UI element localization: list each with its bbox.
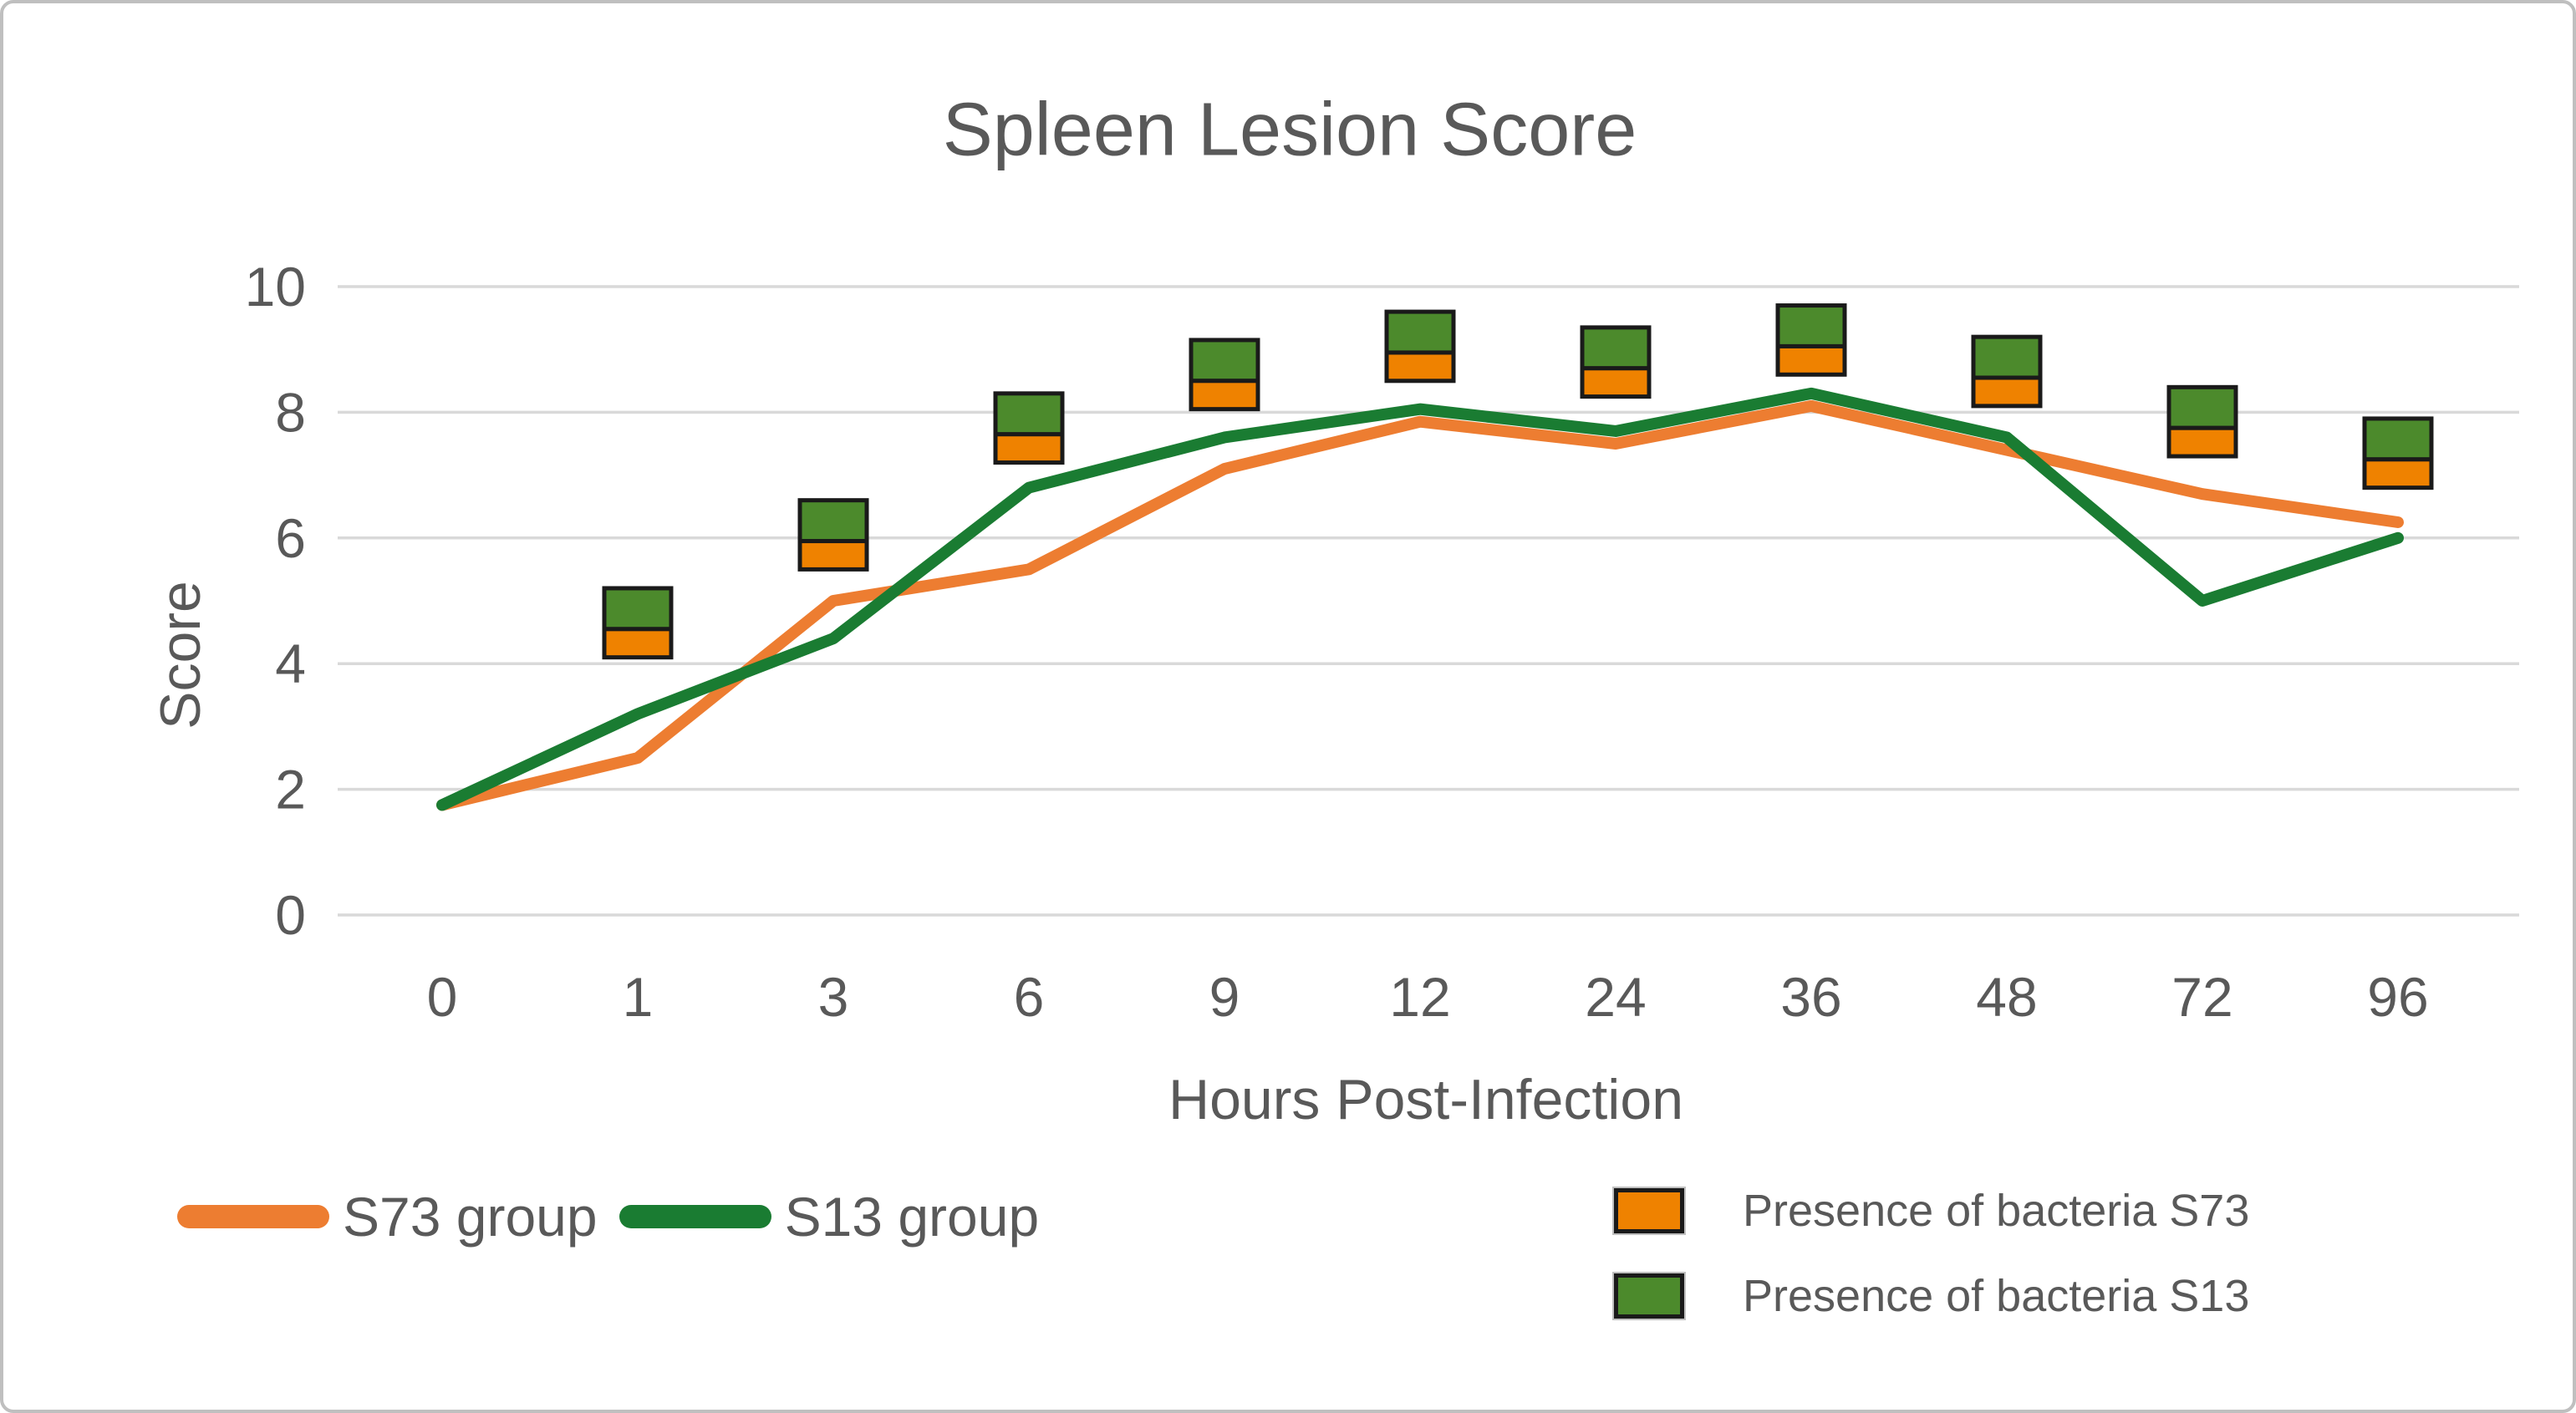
presence-marker-green-segment: [602, 586, 674, 632]
presence-s73-label: Presence of bacteria S73: [1743, 1186, 2250, 1236]
x-tick-label: 24: [1585, 966, 1646, 1028]
x-tick-label: 9: [1209, 966, 1240, 1028]
legend-s73-label: S73 group: [343, 1186, 598, 1248]
series-line-s13: [436, 387, 2404, 811]
legend-presence-s13-row: Presence of bacteria S13: [1614, 1270, 2249, 1322]
legend-line-series: S73 group S13 group: [177, 1186, 1039, 1248]
y-tick-label: 2: [275, 759, 306, 821]
presence-marker-orange-segment: [602, 627, 674, 660]
x-axis-title: Hours Post-Infection: [1168, 1068, 1684, 1131]
presence-marker-green-segment: [1580, 325, 1652, 371]
presence-s13-label: Presence of bacteria S13: [1743, 1271, 2250, 1321]
x-tick-label: 48: [1976, 966, 2037, 1028]
legend-presence-s73-row: Presence of bacteria S73: [1614, 1185, 2249, 1237]
presence-marker-green-segment: [1971, 334, 2043, 380]
x-tick-label: 1: [623, 966, 654, 1028]
x-tick-label: 3: [818, 966, 849, 1028]
presence-marker-green-segment: [2362, 416, 2434, 462]
y-tick-label: 4: [275, 633, 306, 694]
presence-marker-orange-segment: [1775, 343, 1847, 377]
y-tick-label: 6: [275, 507, 306, 569]
presence-marker-green-segment: [1775, 303, 1847, 348]
y-tick-label: 10: [245, 256, 306, 318]
presence-marker-green-segment: [993, 391, 1065, 437]
x-tick-label: 0: [427, 966, 458, 1028]
presence-marker-green-segment: [1189, 338, 1260, 384]
x-tick-label: 72: [2171, 966, 2232, 1028]
chart-title: Spleen Lesion Score: [942, 88, 1637, 172]
y-tick-label: 8: [275, 381, 306, 443]
presence-s73-box-icon: [1614, 1188, 1684, 1233]
presence-marker-orange-segment: [993, 432, 1065, 465]
presence-marker-orange-segment: [1384, 350, 1456, 384]
series-line-s73: [436, 399, 2404, 811]
x-tick-label: 96: [2367, 966, 2428, 1028]
presence-marker-orange-segment: [1189, 379, 1260, 412]
x-tick-label: 6: [1014, 966, 1045, 1028]
presence-marker-green-segment: [797, 498, 869, 544]
legend-presence-markers: Presence of bacteria S73 Presence of bac…: [1614, 1185, 2249, 1355]
y-axis-title: Score: [149, 581, 212, 729]
presence-marker-orange-segment: [1580, 366, 1652, 399]
presence-marker-orange-segment: [2362, 457, 2434, 490]
legend-s13-item: S13 group: [619, 1185, 1040, 1248]
legend-s73-line-swatch: [177, 1205, 329, 1228]
presence-s13-box-icon: [1614, 1273, 1684, 1319]
presence-marker-green-segment: [1384, 309, 1456, 355]
legend-s13-line-swatch: [619, 1205, 771, 1228]
x-tick-label: 36: [1780, 966, 1841, 1028]
legend-s13-label: S13 group: [784, 1186, 1040, 1248]
presence-marker-orange-segment: [2166, 425, 2238, 459]
presence-marker-orange-segment: [797, 539, 869, 572]
x-tick-label: 12: [1389, 966, 1450, 1028]
presence-marker-orange-segment: [1971, 375, 2043, 409]
presence-marker-green-segment: [2166, 384, 2238, 430]
y-tick-label: 0: [275, 884, 306, 946]
